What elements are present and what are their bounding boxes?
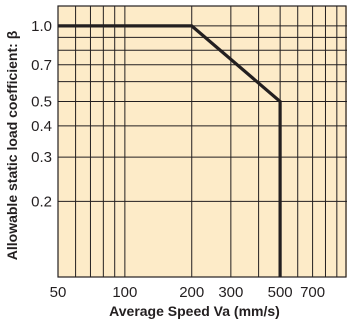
y-tick-label: 0.7 xyxy=(31,57,52,74)
y-tick-labels: 1.0 0.7 0.5 0.4 0.3 0.2 xyxy=(31,18,52,211)
y-tick-label: 0.3 xyxy=(31,149,52,166)
x-tick-label: 50 xyxy=(50,284,67,301)
x-tick-label: 300 xyxy=(218,284,243,301)
x-tick-label: 200 xyxy=(179,284,204,301)
plot-frame xyxy=(57,5,347,278)
y-axis-label: Allowable static load coefficient: β xyxy=(4,30,20,260)
y-tick-label: 0.4 xyxy=(31,118,52,135)
x-tick-label: 100 xyxy=(112,284,137,301)
series-layer xyxy=(58,24,282,277)
y-tick-label: 1.0 xyxy=(31,18,52,35)
x-tick-labels: 50 100 200 300 500 700 xyxy=(50,284,325,301)
x-tick-label: 700 xyxy=(300,284,325,301)
plot-background xyxy=(58,6,347,277)
series-line xyxy=(58,24,282,277)
grid xyxy=(58,6,347,277)
y-tick-label: 0.2 xyxy=(31,193,52,210)
x-axis-label: Average Speed Va (mm/s) xyxy=(109,303,280,319)
y-tick-label: 0.5 xyxy=(31,93,52,110)
x-tick-label: 500 xyxy=(268,284,293,301)
